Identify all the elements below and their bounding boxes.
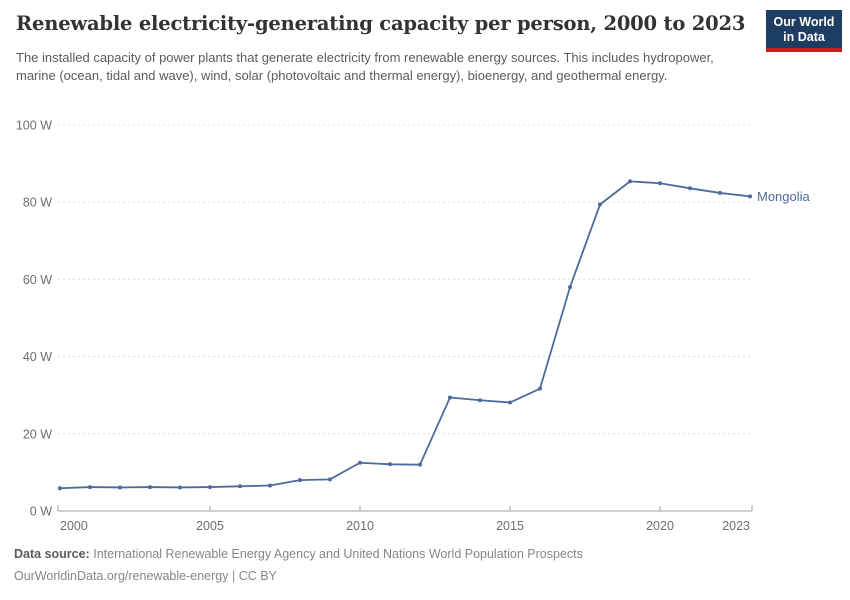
chart-subtitle: The installed capacity of power plants t… <box>16 50 714 83</box>
series-line-mongolia <box>59 180 751 490</box>
license-label: CC BY <box>238 569 277 583</box>
data-point-2023 <box>748 194 752 199</box>
data-point-2010 <box>358 460 362 465</box>
data-point-2001 <box>88 485 92 490</box>
data-point-2008 <box>298 478 302 483</box>
data-point-2007 <box>268 483 272 488</box>
data-point-2015 <box>508 400 512 405</box>
data-point-2019 <box>628 179 632 184</box>
data-point-2011 <box>388 462 392 467</box>
y-tick-label-60: 60 W <box>23 273 52 287</box>
data-point-2018 <box>598 202 602 207</box>
y-tick-label-20: 20 W <box>23 427 52 441</box>
owid-logo-line2: in Data <box>783 30 825 44</box>
separator: | <box>231 569 236 583</box>
data-point-2021 <box>688 186 692 191</box>
data-point-2005 <box>208 485 212 490</box>
x-tick-label-2005: 2005 <box>196 519 224 533</box>
y-tick-label-80: 80 W <box>23 196 52 210</box>
data-point-2014 <box>478 398 482 403</box>
data-point-2002 <box>118 485 122 490</box>
data-point-2020 <box>658 181 662 186</box>
series-label-mongolia: Mongolia <box>757 189 811 204</box>
x-tick-label-2000: 2000 <box>60 519 88 533</box>
owid-logo-line1: Our World <box>773 15 835 29</box>
y-tick-label-0: 0 W <box>30 505 52 519</box>
data-point-2009 <box>328 477 332 482</box>
x-tick-label-2015: 2015 <box>496 519 524 533</box>
x-tick-label-2023: 2023 <box>722 519 750 533</box>
page-title: Renewable electricity-generating capacit… <box>16 12 746 35</box>
y-tick-label-40: 40 W <box>23 350 52 364</box>
data-source-line: Data source: International Renewable Ene… <box>14 543 583 565</box>
owid-url-link[interactable]: OurWorldinData.org/renewable-energy <box>14 569 229 583</box>
data-source-label: Data source: <box>14 547 90 561</box>
x-tick-label-2010: 2010 <box>346 519 374 533</box>
data-point-2004 <box>178 485 182 490</box>
x-tick-label-2020: 2020 <box>646 519 674 533</box>
data-point-2017 <box>568 285 572 290</box>
data-point-2006 <box>238 484 242 489</box>
owid-logo: Our World in Data <box>766 10 842 52</box>
y-tick-label-100: 100 W <box>16 119 52 133</box>
data-point-2022 <box>718 190 722 195</box>
data-point-2016 <box>538 386 542 391</box>
chart-footer: Data source: International Renewable Ene… <box>14 543 583 587</box>
license-line: OurWorldinData.org/renewable-energy | CC… <box>14 565 583 587</box>
data-point-2012 <box>418 462 422 467</box>
data-point-2000 <box>58 486 62 491</box>
data-point-2003 <box>148 485 152 490</box>
data-source-text: International Renewable Energy Agency an… <box>93 547 583 561</box>
data-point-2013 <box>448 395 452 400</box>
